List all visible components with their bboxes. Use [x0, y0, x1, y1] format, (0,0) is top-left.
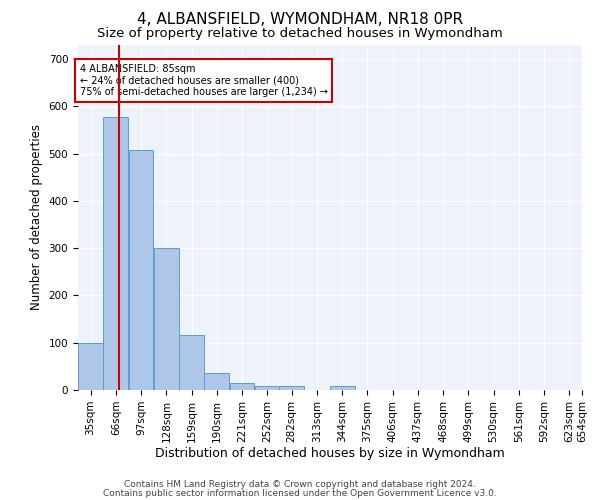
- Bar: [129, 150, 154, 390]
- Bar: [255, 386, 280, 390]
- Bar: [205, 374, 229, 390]
- Bar: [103, 117, 128, 390]
- Text: 4 ALBANSFIELD: 85sqm
← 24% of detached houses are smaller (400)
75% of semi-deta: 4 ALBANSFIELD: 85sqm ← 24% of detached h…: [80, 64, 328, 97]
- Text: Size of property relative to detached houses in Wymondham: Size of property relative to detached ho…: [97, 28, 503, 40]
- Bar: [78, 342, 103, 390]
- Y-axis label: Number of detached properties: Number of detached properties: [30, 124, 43, 310]
- X-axis label: Distribution of detached houses by size in Wymondham: Distribution of detached houses by size …: [155, 448, 505, 460]
- Text: Contains public sector information licensed under the Open Government Licence v3: Contains public sector information licen…: [103, 488, 497, 498]
- Bar: [179, 334, 204, 390]
- Bar: [154, 248, 179, 390]
- Bar: [330, 386, 355, 390]
- Bar: [230, 383, 254, 390]
- Bar: [280, 386, 304, 390]
- Text: Contains HM Land Registry data © Crown copyright and database right 2024.: Contains HM Land Registry data © Crown c…: [124, 480, 476, 489]
- Text: 4, ALBANSFIELD, WYMONDHAM, NR18 0PR: 4, ALBANSFIELD, WYMONDHAM, NR18 0PR: [137, 12, 463, 28]
